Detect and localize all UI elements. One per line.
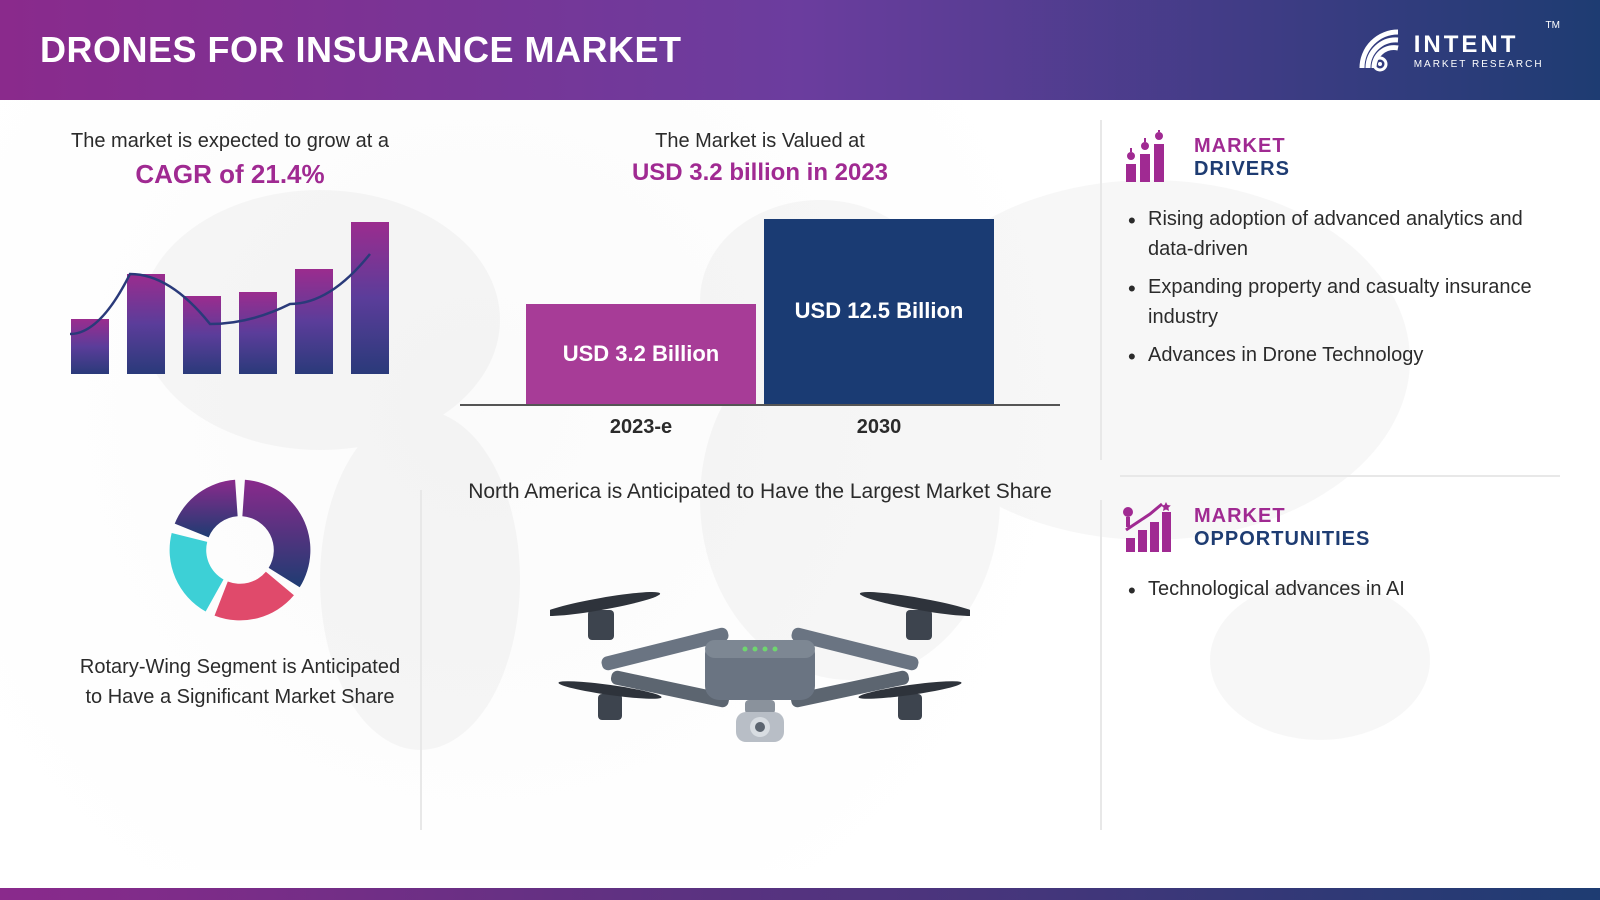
region-section: North America is Anticipated to Have the…: [440, 480, 1080, 782]
brand-logo: INTENT MARKET RESEARCH TM: [1350, 20, 1560, 80]
bar-2023: USD 3.2 Billion: [526, 304, 756, 404]
cagr-section: The market is expected to grow at a CAGR…: [40, 130, 420, 394]
cagr-mini-bar: [71, 319, 109, 374]
cagr-intro: The market is expected to grow at a: [40, 130, 420, 153]
cagr-mini-bar: [351, 222, 389, 374]
region-text: North America is Anticipated to Have the…: [440, 480, 1080, 504]
cagr-mini-bar: [295, 269, 333, 374]
divider: [1100, 120, 1102, 460]
segment-section: Rotary-Wing Segment is Anticipated to Ha…: [70, 470, 410, 712]
cagr-mini-bar: [239, 292, 277, 374]
footer-bar: [0, 888, 1600, 900]
list-item: Rising adoption of advanced analytics an…: [1128, 204, 1560, 264]
bar-label-2030: 2030: [764, 416, 994, 439]
opportunities-list: Technological advances in AI: [1120, 574, 1560, 604]
bar-label-2023: 2023-e: [526, 416, 756, 439]
list-item: Advances in Drone Technology: [1128, 340, 1560, 370]
valuation-highlight: USD 3.2 billion in 2023: [460, 159, 1060, 187]
valuation-intro: The Market is Valued at: [460, 130, 1060, 153]
list-item: Expanding property and casualty insuranc…: [1128, 272, 1560, 332]
divider: [1120, 475, 1560, 477]
logo-arcs-icon: [1350, 20, 1410, 80]
drivers-head2: DRIVERS: [1194, 158, 1290, 181]
cagr-mini-bar: [127, 274, 165, 374]
header-bar: DRONES FOR INSURANCE MARKET INTENT MARKE…: [0, 0, 1600, 100]
opps-head1: MARKET: [1194, 505, 1370, 528]
drivers-heading: MARKET DRIVERS: [1120, 130, 1560, 186]
donut-segment: [215, 572, 294, 621]
segment-text: Rotary-Wing Segment is Anticipated to Ha…: [70, 652, 410, 712]
donut-segment: [175, 480, 238, 538]
logo-tm: TM: [1546, 20, 1560, 31]
cagr-mini-chart: [60, 214, 400, 394]
drivers-head1: MARKET: [1194, 135, 1290, 158]
opps-head2: OPPORTUNITIES: [1194, 528, 1370, 551]
list-item: Technological advances in AI: [1128, 574, 1560, 604]
donut-segment: [242, 480, 310, 588]
market-drivers-section: MARKET DRIVERS Rising adoption of advanc…: [1120, 130, 1560, 378]
page-title: DRONES FOR INSURANCE MARKET: [40, 29, 682, 71]
logo-main-text: INTENT: [1414, 31, 1544, 59]
opportunities-heading: MARKET OPPORTUNITIES: [1120, 500, 1560, 556]
drone-illustration: [550, 522, 970, 782]
market-opportunities-section: MARKET OPPORTUNITIES Technological advan…: [1120, 500, 1560, 612]
divider: [420, 490, 422, 830]
valuation-bar-chart: USD 3.2 Billion USD 12.5 Billion 2023-e …: [460, 209, 1060, 439]
drivers-bars-icon: [1120, 130, 1180, 186]
content-area: The market is expected to grow at a CAGR…: [0, 100, 1600, 870]
opportunities-growth-icon: [1120, 500, 1180, 556]
logo-sub-text: MARKET RESEARCH: [1414, 59, 1544, 70]
donut-segment: [170, 533, 224, 611]
valuation-section: The Market is Valued at USD 3.2 billion …: [460, 130, 1060, 439]
cagr-mini-bar: [183, 296, 221, 374]
divider: [1100, 500, 1102, 830]
cagr-value: CAGR of 21.4%: [40, 159, 420, 190]
bar-2030: USD 12.5 Billion: [764, 219, 994, 404]
segment-donut-chart: [160, 470, 320, 630]
drivers-list: Rising adoption of advanced analytics an…: [1120, 204, 1560, 370]
